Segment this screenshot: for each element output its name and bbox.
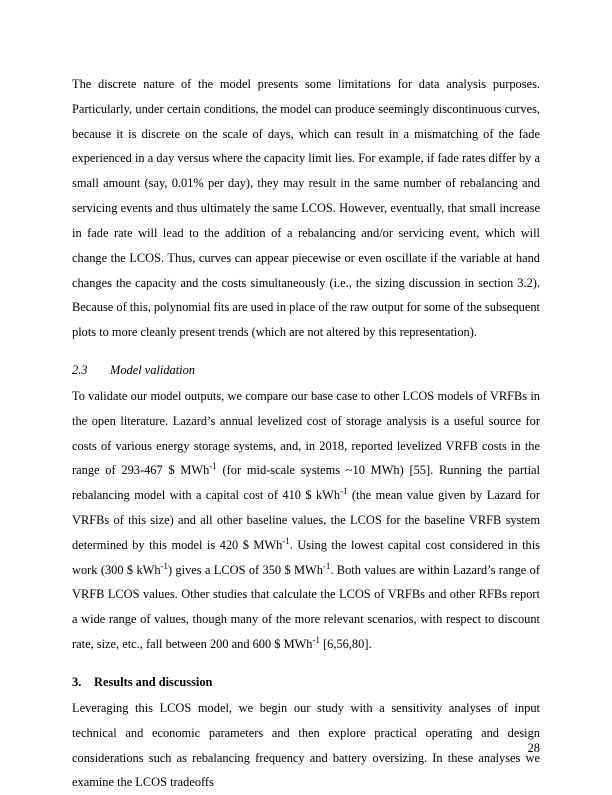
- page-number: 28: [528, 741, 540, 756]
- heading-title: Results and discussion: [94, 675, 212, 689]
- page: The discrete nature of the model present…: [0, 0, 612, 792]
- heading-number: 3.: [72, 675, 94, 690]
- heading-number: 2.3: [72, 363, 110, 378]
- paragraph-limitations: The discrete nature of the model present…: [72, 72, 540, 345]
- heading-3: 3.Results and discussion: [72, 675, 540, 690]
- heading-2-3: 2.3Model validation: [72, 363, 540, 378]
- heading-title: Model validation: [110, 363, 195, 377]
- paragraph-results-intro: Leveraging this LCOS model, we begin our…: [72, 696, 540, 795]
- paragraph-validation: To validate our model outputs, we compar…: [72, 384, 540, 657]
